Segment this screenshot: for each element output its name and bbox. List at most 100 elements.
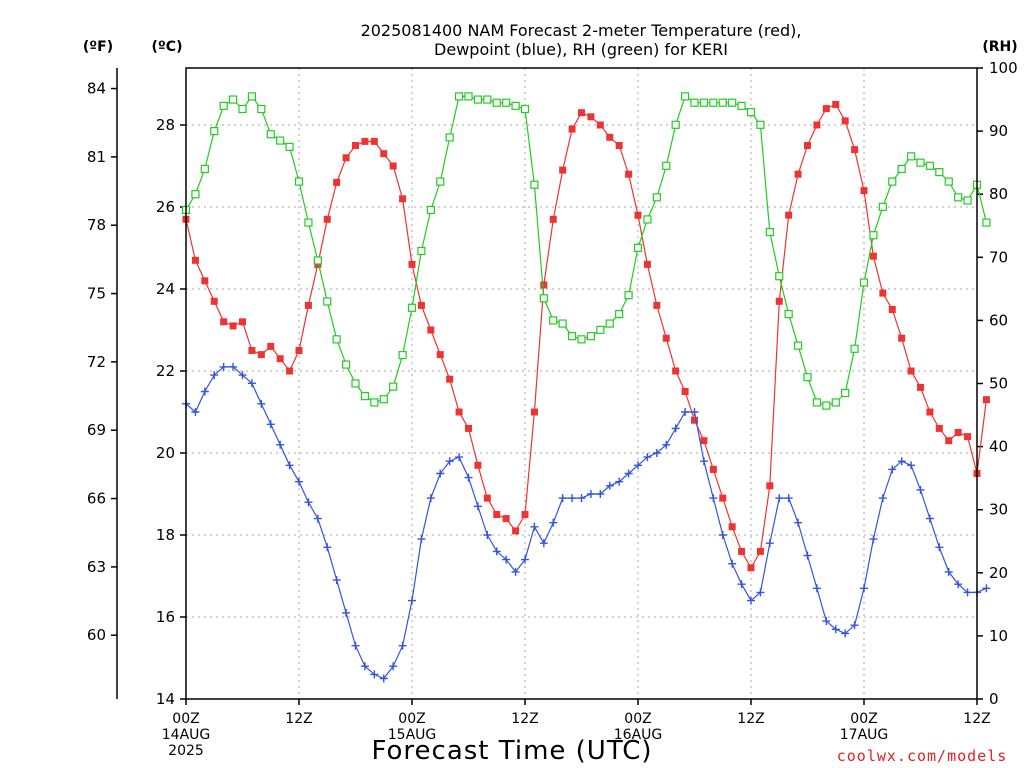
rh-point (662, 161, 671, 170)
rh-point (737, 101, 746, 110)
rh-point (351, 379, 360, 388)
temperature-point (907, 367, 915, 375)
temperature-point (229, 322, 237, 330)
temperature-point (399, 195, 407, 203)
dewpoint-point (831, 625, 840, 634)
series-temperature (182, 101, 990, 572)
unit-label-rh: (RH) (982, 39, 1017, 55)
temperature-point (333, 178, 341, 186)
temperature-point (380, 150, 388, 158)
rh-point (803, 373, 812, 382)
chart-title-line2: Dewpoint (blue), RH (green) for KERI (434, 40, 728, 59)
dewpoint-point (784, 494, 793, 503)
temperature-point (323, 215, 331, 223)
rh-point (210, 126, 219, 136)
temperature-point (191, 256, 199, 264)
rh-point (577, 335, 586, 344)
rh-tick-label: 70 (989, 248, 1008, 266)
rh-point (878, 202, 887, 211)
rh-point (605, 319, 614, 328)
temperature-point (709, 465, 717, 473)
rh-point (831, 398, 840, 407)
rh-point (906, 152, 916, 161)
temperature-point (832, 101, 840, 108)
dewpoint-point (586, 490, 595, 498)
temperature-point (719, 494, 727, 502)
rh-point (454, 92, 464, 101)
rh-point (417, 246, 426, 256)
x-tick-label: 00Z (850, 711, 877, 727)
dewpoint-point (313, 514, 322, 523)
temperature-point (869, 252, 877, 260)
temperature-point (851, 146, 859, 154)
temperature-point (427, 326, 435, 334)
x-tick-label: 12Z (963, 711, 990, 727)
dewpoint-point (888, 465, 897, 474)
rh-point (228, 95, 238, 104)
plot-frame (185, 67, 978, 700)
rh-tick-label: 50 (989, 375, 1008, 393)
rh-point (323, 297, 332, 306)
dewpoint-point (398, 641, 407, 650)
fahrenheit-tick-label: 81 (87, 148, 106, 166)
temperature-point (672, 367, 680, 375)
temperature-point (625, 170, 633, 178)
unit-label-fahrenheit: (ºF) (83, 39, 113, 55)
dewpoint-point (652, 449, 661, 457)
rh-point (473, 95, 483, 104)
rh-point (370, 398, 379, 407)
temperature-point (643, 260, 651, 268)
celsius-tick-label: 14 (156, 690, 175, 708)
rh-point (869, 231, 878, 240)
rh-point (784, 309, 793, 319)
temperature-point (747, 564, 755, 572)
rh-point (897, 164, 906, 174)
temperature-point (559, 166, 567, 174)
series-dewpoint (182, 362, 991, 683)
rh-tick-label: 20 (989, 564, 1008, 582)
dewpoint-point (596, 490, 605, 498)
temperature-point (728, 523, 736, 531)
dewpoint-point (238, 371, 247, 380)
rh-point (219, 101, 228, 110)
celsius-tick-label: 18 (156, 526, 175, 544)
temperature-point (926, 408, 934, 416)
dewpoint-point (521, 555, 529, 564)
temperature-point (822, 105, 830, 113)
dewpoint-point (530, 522, 539, 531)
dewpoint-point (935, 543, 944, 552)
fahrenheit-tick-label: 69 (87, 421, 106, 439)
fahrenheit-tick-label: 66 (87, 490, 106, 508)
rh-point (398, 351, 407, 360)
dewpoint-point (247, 379, 256, 388)
dewpoint-point (276, 440, 285, 449)
rh-point (247, 92, 257, 101)
rh-tick-label: 30 (989, 501, 1008, 519)
temperature-point (267, 342, 275, 350)
temperature-point (860, 187, 868, 195)
rh-point (341, 360, 351, 369)
dewpoint-point (699, 457, 708, 466)
rh-point (633, 243, 643, 252)
x-tick-label: 00Z (398, 711, 425, 727)
temperature-point (304, 301, 312, 309)
temperature-point (700, 437, 708, 445)
rh-point (859, 278, 869, 287)
rh-point (389, 382, 398, 391)
rh-line (185, 95, 987, 407)
rh-point (332, 335, 341, 344)
dewpoint-point (690, 408, 699, 416)
rh-point (624, 291, 633, 300)
x-tick-label: 00Z (172, 711, 199, 727)
x-tick-label: 16AUG (614, 727, 663, 743)
dewpoint-point (379, 674, 388, 683)
x-tick-label: 2025 (168, 743, 204, 759)
temperature-point (606, 133, 614, 141)
temperature-point (220, 318, 228, 326)
fahrenheit-tick-label: 78 (87, 216, 106, 234)
temperature-point (370, 137, 378, 145)
rh-point (464, 92, 473, 101)
dewpoint-point (869, 535, 878, 544)
temperature-point (804, 142, 811, 149)
